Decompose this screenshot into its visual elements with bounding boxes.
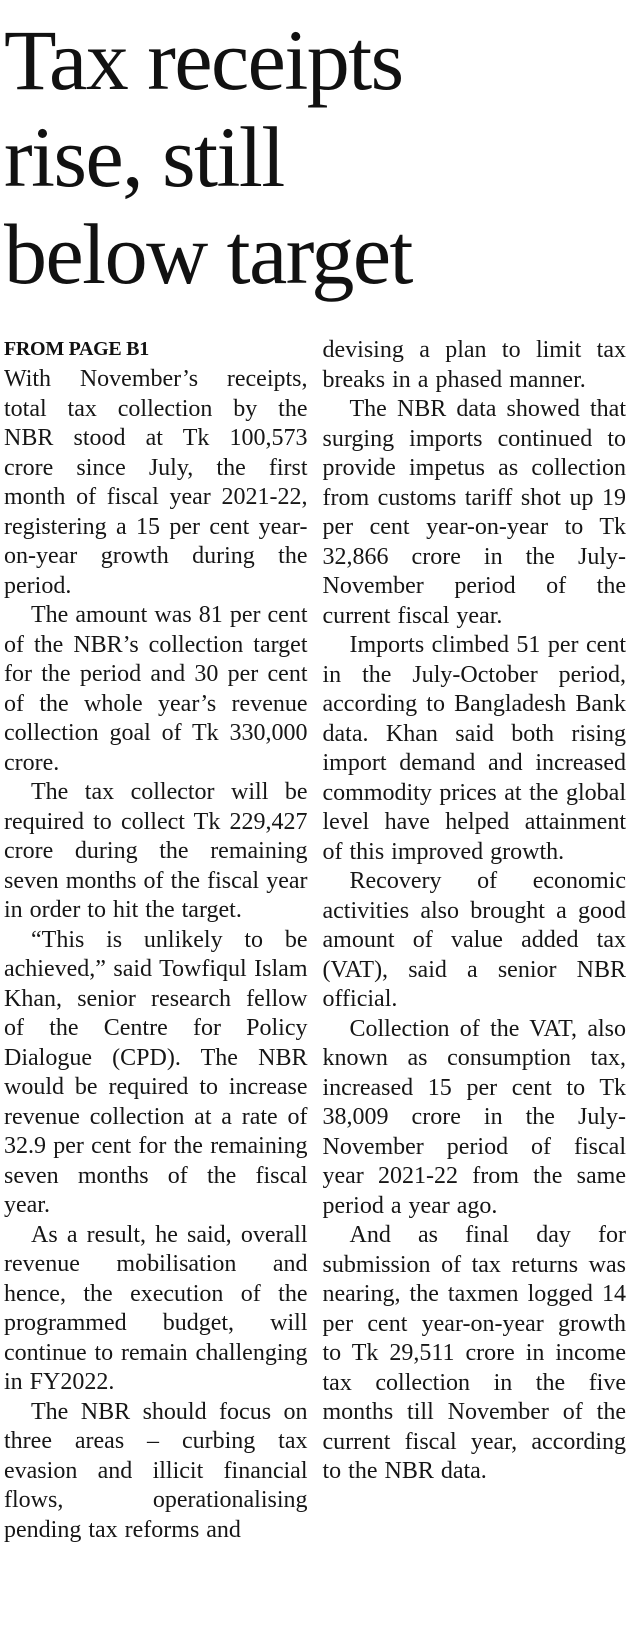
column-right: devising a plan to limit tax breaks in a… xyxy=(323,336,627,1487)
paragraph: The tax collector will be required to co… xyxy=(4,779,308,923)
paragraph: The NBR data showed that surging imports… xyxy=(322,396,627,629)
paragraph: And as final day for submission of tax r… xyxy=(322,1222,627,1484)
article-headline: Tax receipts rise, still below target xyxy=(4,12,626,303)
paragraph: devising a plan to limit tax breaks in a… xyxy=(322,337,627,393)
paragraph: The amount was 81 per cent of the NBR’s … xyxy=(4,602,308,776)
article-columns: FROM PAGE B1 With November’s receipts, t… xyxy=(4,336,626,1545)
column-left: FROM PAGE B1 With November’s receipts, t… xyxy=(4,336,308,1545)
paragraph: As a result, he said, overall revenue mo… xyxy=(4,1221,308,1396)
paragraph: The NBR should focus on three areas – cu… xyxy=(4,1398,308,1543)
headline-line-3: below target xyxy=(4,206,413,302)
paragraph: Imports climbed 51 per cent in the July-… xyxy=(322,632,627,865)
headline-line-2: rise, still xyxy=(4,109,285,205)
paragraph: Collection of the VAT, also known as con… xyxy=(322,1015,627,1219)
kicker-from-page: FROM PAGE B1 xyxy=(4,338,149,360)
paragraph: “This is unlikely to be achieved,” said … xyxy=(4,926,308,1219)
paragraph: With November’s receipts, total tax coll… xyxy=(4,366,308,599)
headline-line-1: Tax receipts xyxy=(4,12,404,108)
paragraph: Recovery of economic activities also bro… xyxy=(322,868,627,1012)
